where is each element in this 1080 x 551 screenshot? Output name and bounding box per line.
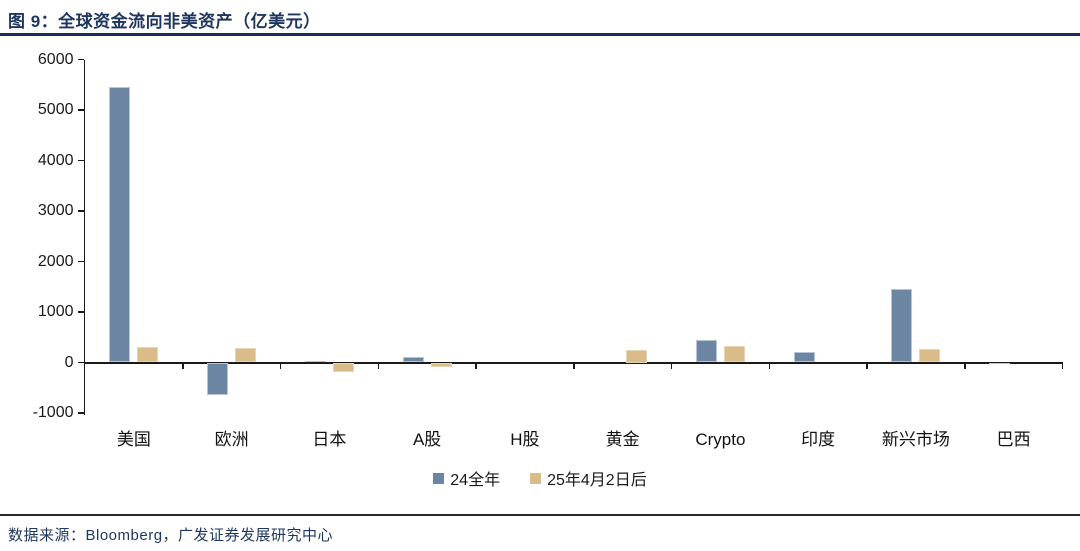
x-axis-label: 巴西	[996, 430, 1031, 449]
y-axis-tick-label: 6000	[37, 50, 74, 68]
source-note: 数据来源：Bloomberg，广发证券发展研究中心	[8, 527, 334, 544]
footer-divider	[0, 514, 1080, 516]
x-axis-tick	[182, 363, 184, 369]
x-axis-tick	[377, 363, 379, 369]
y-axis-tick	[77, 311, 84, 313]
bar-series0-7	[793, 351, 815, 363]
bar-series1-3	[430, 362, 452, 367]
bar-series1-8	[919, 349, 941, 363]
y-axis-tick-label: -1000	[32, 404, 74, 421]
y-axis-tick	[77, 412, 84, 414]
bar-series1-0	[137, 346, 159, 363]
x-axis-label: 欧洲	[214, 430, 249, 449]
bar-series0-6	[695, 339, 717, 363]
bar-series1-1	[235, 348, 257, 363]
y-axis-tick	[77, 109, 84, 111]
x-axis-line	[83, 361, 1063, 364]
x-axis-tick	[670, 363, 673, 369]
y-axis-tick-label: 5000	[37, 101, 74, 118]
y-axis-tick	[77, 159, 84, 162]
y-axis-tick-label: 3000	[37, 202, 74, 219]
y-axis-tick	[77, 58, 84, 61]
legend-item-0: 24全年	[433, 466, 500, 490]
x-axis-tick	[475, 363, 477, 369]
y-axis-tick-label: 2000	[37, 252, 74, 270]
x-axis-tick	[768, 363, 770, 369]
figure-title: 图 9：全球资金流向非美资产（亿美元）	[8, 12, 321, 31]
title-divider	[0, 33, 1080, 36]
bar-series0-3	[402, 356, 424, 363]
y-axis-tick-label: 4000	[37, 151, 74, 169]
bar-series1-2	[332, 362, 354, 373]
x-axis-tick	[279, 363, 282, 369]
y-axis-tick	[77, 260, 84, 263]
legend-swatch-icon	[530, 472, 542, 484]
x-axis-tick	[964, 363, 966, 369]
x-axis-label: 印度	[801, 430, 836, 449]
bar-series1-6	[723, 346, 745, 363]
legend-item-1: 25年4月2日后	[530, 466, 647, 490]
x-axis-label: Crypto	[695, 430, 746, 449]
bar-series0-8	[891, 288, 913, 363]
x-axis-label: 黄金	[605, 430, 640, 449]
x-axis-tick	[866, 363, 868, 369]
y-axis-tick-label: 1000	[37, 303, 74, 320]
y-axis-tick-label: 0	[64, 353, 74, 371]
bar-series0-9	[989, 362, 1011, 364]
x-axis-label: 新兴市场	[881, 430, 950, 449]
x-axis-label: H股	[510, 430, 540, 449]
legend-label: 24全年	[450, 472, 501, 489]
x-axis-label: 美国	[116, 430, 151, 449]
bar-series1-5	[626, 349, 648, 363]
y-axis-tick	[77, 361, 84, 364]
bar-series0-1	[207, 362, 229, 396]
y-axis-spine	[83, 59, 85, 415]
legend-swatch-icon	[433, 472, 445, 484]
x-axis-label: 日本	[312, 430, 347, 449]
chart-legend: 24全年 25年4月2日后	[0, 466, 1080, 490]
legend-label: 25年4月2日后	[547, 472, 647, 489]
y-axis-tick	[77, 210, 84, 212]
bar-series0-2	[304, 360, 326, 363]
x-axis-tick	[1061, 363, 1064, 369]
bar-series0-0	[109, 87, 131, 363]
x-axis-tick	[573, 363, 575, 369]
x-axis-label: A股	[412, 430, 442, 449]
